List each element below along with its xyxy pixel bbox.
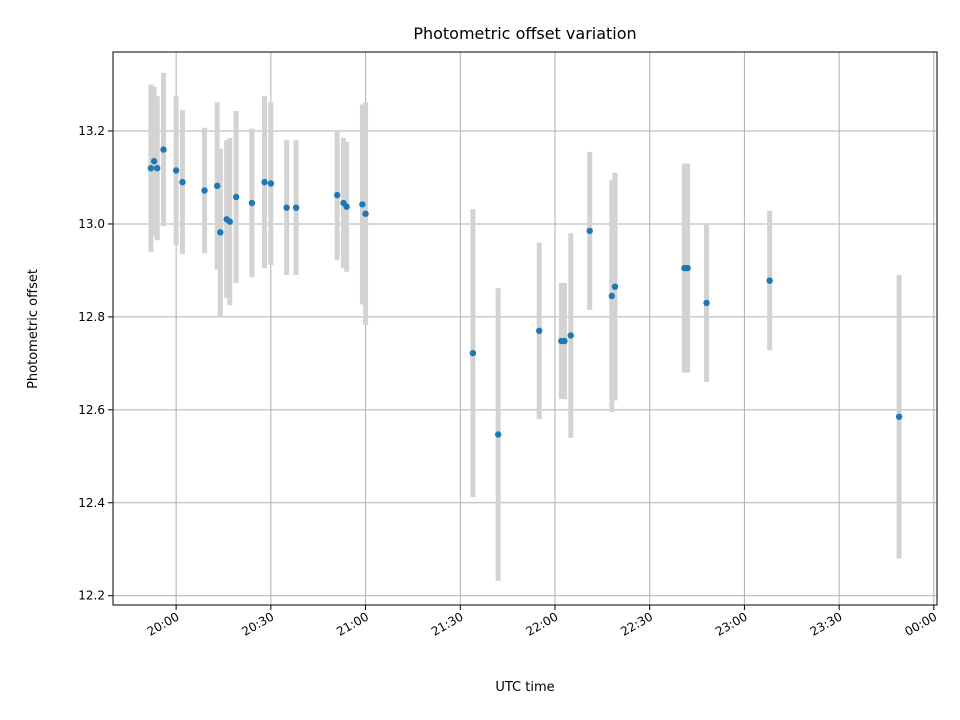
- y-ticks: 12.2 12.4 12.6 12.8 13.0 13.2: [78, 124, 113, 603]
- data-point: [586, 227, 593, 235]
- data-point: [150, 158, 158, 165]
- data-point: [567, 332, 574, 339]
- data-point: [292, 204, 300, 211]
- y-tick-label: 12.8: [78, 310, 105, 324]
- data-point: [895, 413, 903, 420]
- y-tick-label: 12.4: [78, 496, 105, 510]
- data-point: [179, 178, 186, 186]
- data-point: [261, 178, 268, 186]
- data-point: [536, 327, 543, 335]
- data-point: [201, 187, 208, 194]
- data-point: [172, 167, 180, 174]
- chart-title: Photometric offset variation: [413, 24, 636, 43]
- data-point: [766, 277, 773, 284]
- data-points: [147, 146, 903, 438]
- data-point: [226, 218, 234, 225]
- data-point: [333, 191, 341, 199]
- data-point: [362, 210, 369, 217]
- y-axis-label: Photometric offset: [26, 269, 41, 389]
- data-point: [248, 199, 256, 207]
- data-point: [608, 292, 616, 300]
- data-point: [359, 201, 366, 208]
- grid: [113, 52, 937, 605]
- data-point: [684, 264, 691, 272]
- y-tick-label: 13.0: [78, 217, 105, 231]
- data-point: [213, 182, 221, 190]
- data-point: [267, 180, 275, 187]
- data-point: [283, 204, 290, 211]
- data-point: [153, 164, 161, 172]
- y-tick-label: 12.6: [78, 403, 105, 417]
- data-point: [343, 203, 350, 210]
- data-point: [147, 164, 155, 172]
- x-axis-label: UTC time: [495, 680, 554, 695]
- data-point: [217, 229, 224, 236]
- data-point: [494, 431, 502, 438]
- y-tick-label: 13.2: [78, 124, 105, 138]
- data-point: [611, 283, 619, 290]
- data-point: [232, 193, 240, 201]
- data-point: [469, 349, 477, 357]
- data-point: [561, 337, 568, 345]
- plot-frame: [112, 51, 938, 606]
- data-point: [703, 299, 710, 307]
- data-point: [160, 146, 167, 153]
- y-tick-label: 12.2: [78, 589, 105, 603]
